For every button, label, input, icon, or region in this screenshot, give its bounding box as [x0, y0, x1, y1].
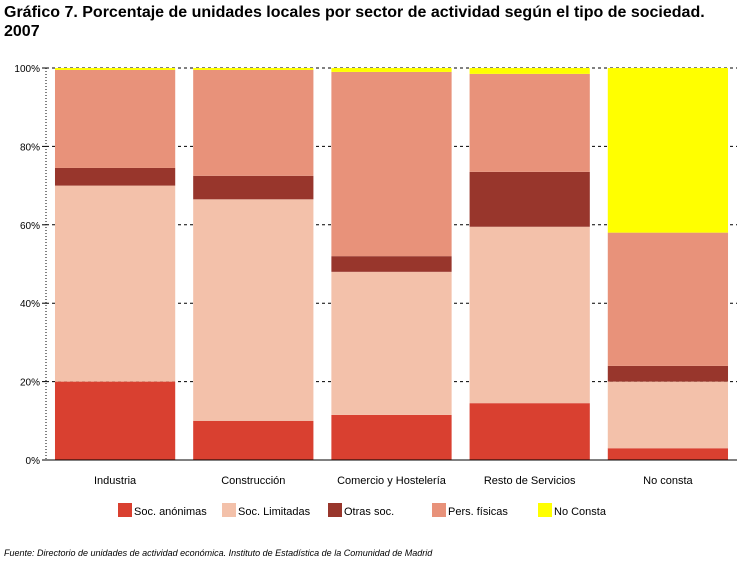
- bar-segment: [54, 185, 176, 382]
- y-tick-label: 60%: [20, 221, 40, 232]
- bar-segment: [607, 365, 729, 382]
- legend-swatch: [118, 503, 132, 517]
- x-tick-label: Construcción: [221, 475, 285, 487]
- legend-label: No Consta: [554, 506, 607, 518]
- bar-segment: [469, 73, 590, 172]
- bar-segment: [54, 167, 176, 186]
- bar-segment: [54, 69, 176, 168]
- y-tick-label: 80%: [20, 142, 40, 153]
- legend-label: Pers. físicas: [448, 506, 508, 518]
- bar-segment: [54, 68, 176, 70]
- legend-label: Soc. anónimas: [134, 506, 207, 518]
- x-tick-label: No consta: [643, 475, 693, 487]
- bar-segment: [193, 175, 314, 200]
- x-tick-labels: Industria Construcción Comercio y Hosteler…: [94, 475, 694, 487]
- y-tick-labels: 0% 20% 40% 60% 80% 100%: [14, 64, 40, 467]
- stacked-bar-chart: 0% 20% 40% 60% 80% 100% Industria Construcción…: [14, 64, 737, 518]
- bar-segment: [193, 69, 314, 176]
- legend-swatch: [538, 503, 552, 517]
- bar-segment: [607, 381, 729, 449]
- bar-segment: [331, 414, 452, 460]
- bar-segment: [469, 68, 590, 74]
- legend-swatch: [222, 503, 236, 517]
- bar-segment: [331, 68, 452, 72]
- legend: Soc. anónimas Soc. Limitadas Otras soc. Per…: [118, 503, 607, 518]
- legend-swatch: [432, 503, 446, 517]
- x-tick-label: Comercio y Hostelería: [337, 475, 447, 487]
- source-note: Fuente: Directorio de unidades de activi…: [4, 548, 433, 558]
- bar-segment: [607, 448, 729, 460]
- y-tick-label: 100%: [14, 64, 40, 75]
- legend-swatch: [328, 503, 342, 517]
- bar-segment: [331, 256, 452, 272]
- bar-segment: [469, 403, 590, 460]
- y-tick-label: 0%: [26, 456, 41, 467]
- bar-segment: [193, 420, 314, 460]
- y-tick-label: 20%: [20, 378, 40, 389]
- x-tick-label: Resto de Servicios: [484, 475, 576, 487]
- bar-segment: [193, 199, 314, 421]
- bar-segment: [193, 68, 314, 70]
- legend-label: Otras soc.: [344, 506, 394, 518]
- bar-segment: [607, 232, 729, 366]
- legend-label: Soc. Limitadas: [238, 506, 311, 518]
- bar-segment: [331, 271, 452, 415]
- y-tick-label: 40%: [20, 299, 40, 310]
- bars-group: [54, 68, 729, 460]
- bar-segment: [331, 71, 452, 257]
- axes: [42, 67, 737, 461]
- bar-segment: [469, 226, 590, 404]
- x-tick-label: Industria: [94, 475, 137, 487]
- bar-segment: [469, 171, 590, 227]
- bar-segment: [607, 68, 729, 233]
- bar-segment: [54, 381, 176, 460]
- chart-title: Gráfico 7. Porcentaje de unidades locale…: [4, 4, 705, 40]
